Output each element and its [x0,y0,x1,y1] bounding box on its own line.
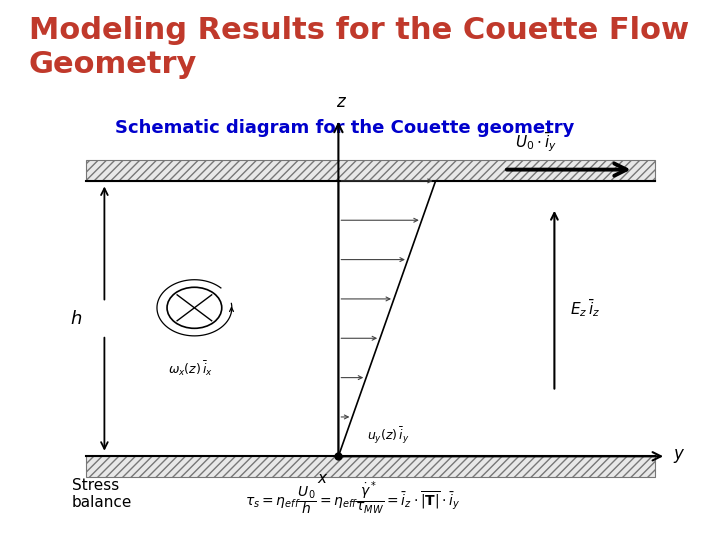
Text: $u_y(z)\,\bar{i}_y$: $u_y(z)\,\bar{i}_y$ [367,426,410,446]
Text: $z$: $z$ [336,93,348,111]
Bar [86,160,655,181]
Text: $U_0 \cdot \bar{i}_y$: $U_0 \cdot \bar{i}_y$ [515,130,557,154]
Text: Schematic diagram for the Couette geometry: Schematic diagram for the Couette geomet… [115,119,575,137]
Text: Stress
balance: Stress balance [72,478,132,510]
Text: $x$: $x$ [317,471,328,487]
Text: $E_z\,\bar{i}_z$: $E_z\,\bar{i}_z$ [570,297,600,319]
Text: $y$: $y$ [673,447,685,465]
Text: Modeling Results for the Couette Flow
Geometry: Modeling Results for the Couette Flow Ge… [29,16,689,79]
Bar [86,456,655,477]
Text: $\omega_x(z)\,\bar{i}_x$: $\omega_x(z)\,\bar{i}_x$ [168,359,213,377]
Text: $\tau_s = \eta_{eff}\dfrac{U_0}{h} = \eta_{eff}\dfrac{\dot{\gamma}^*}{\tau_{MW}}: $\tau_s = \eta_{eff}\dfrac{U_0}{h} = \et… [245,481,461,517]
Text: $h$: $h$ [70,309,81,328]
